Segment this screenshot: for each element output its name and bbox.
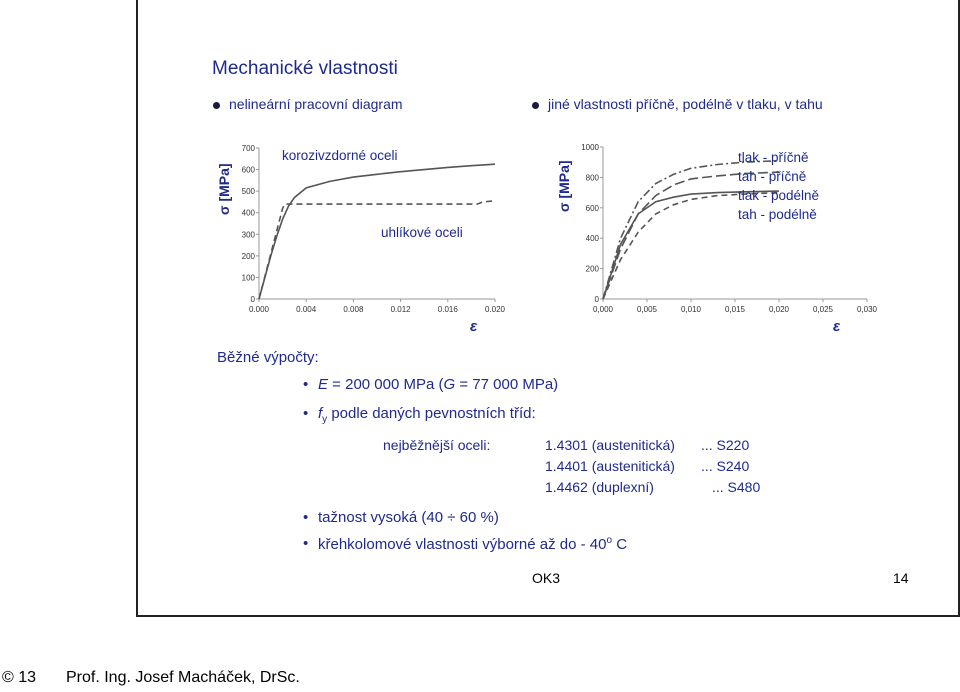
- y-tick-label: 600: [586, 204, 600, 213]
- y-tick-label: 300: [242, 230, 256, 239]
- series-line-1: [258, 163, 496, 300]
- slide-frame: [136, 0, 958, 617]
- symbol-y-subscript: y: [322, 414, 328, 425]
- degree-superscript: o: [606, 535, 613, 546]
- y-tick-label: 200: [586, 265, 600, 274]
- page-author: Prof. Ing. Josef Macháček, DrSc.: [66, 669, 300, 686]
- calc-brittle: křehkolomové vlastnosti výborné až do - …: [318, 535, 627, 553]
- bullet-marker: •: [303, 509, 309, 526]
- slide-border-right: [958, 0, 960, 617]
- legend-tah-podelne: tah - podélně: [738, 207, 817, 222]
- y-tick-label: 200: [242, 252, 256, 261]
- x-tick-label: 0,010: [681, 305, 702, 314]
- x-tick-label: 0,005: [637, 305, 658, 314]
- bullet-dot: [532, 102, 539, 109]
- steel-class: ... S220: [701, 437, 750, 453]
- x-tick-label: 0.012: [391, 305, 412, 314]
- slide-page-number: 14: [893, 570, 909, 586]
- steel-class: ... S480: [712, 479, 761, 495]
- calc-fy: fy podle daných pevnostních tříd:: [318, 405, 536, 425]
- steel-grade: 1.4301 (austenitická): [545, 437, 675, 453]
- steel-grade: 1.4401 (austenitická): [545, 458, 675, 474]
- x-tick-label: 0,025: [813, 305, 834, 314]
- slide-code: OK3: [532, 570, 561, 586]
- series-line-3: [602, 171, 780, 300]
- slide-border-bottom: [136, 615, 960, 617]
- chart1-annotation-stainless: korozivzdorné oceli: [282, 148, 398, 163]
- x-tick-label: 0.000: [249, 305, 270, 314]
- symbol-e: E: [318, 376, 329, 393]
- y-tick-label: 400: [586, 234, 600, 243]
- bullet-other-properties: jiné vlastnosti příčně, podélně v tlaku,…: [548, 96, 823, 112]
- steel-grade: 1.4462 (duplexní): [545, 479, 654, 495]
- y-tick-label: 600: [242, 166, 256, 175]
- y-tick-label: 0: [251, 295, 256, 304]
- chart2-xlabel: ε: [833, 318, 841, 335]
- bullet-nonlinear: nelineární pracovní diagram: [229, 96, 403, 112]
- y-tick-label: 500: [242, 187, 256, 196]
- brittle-unit: C: [612, 536, 628, 553]
- chart1-xlabel: ε: [470, 318, 478, 335]
- calc-ductility: tažnost vysoká (40 ÷ 60 %): [318, 509, 499, 526]
- bullet-marker: •: [303, 405, 309, 422]
- page-copyright: © 13: [2, 669, 37, 686]
- legend-tlak-pricne: tlak - příčně: [738, 150, 809, 165]
- bullet-marker: •: [303, 376, 309, 393]
- legend-tah-pricne: tah - příčně: [738, 169, 807, 184]
- calc-heading: Běžné výpočty:: [217, 349, 319, 366]
- slide-title: Mechanické vlastnosti: [212, 58, 398, 79]
- y-tick-label: 800: [586, 173, 600, 182]
- x-tick-label: 0,015: [725, 305, 746, 314]
- bullet-marker: •: [303, 535, 309, 552]
- bullet-dot: [213, 102, 220, 109]
- steels-label: nejběžnější oceli:: [383, 437, 491, 453]
- brittle-text: křehkolomové vlastnosti výborné až do - …: [318, 536, 607, 553]
- x-tick-label: 0.004: [296, 305, 317, 314]
- x-tick-label: 0,020: [769, 305, 790, 314]
- moduli-text-2: = 77 000 MPa): [455, 376, 559, 393]
- moduli-text-1: = 200 000 MPa (: [328, 376, 444, 393]
- y-tick-label: 0: [595, 295, 600, 304]
- x-tick-label: 0,000: [593, 305, 614, 314]
- series-line-4: [602, 191, 780, 300]
- chart2-legend: tlak - příčně tah - příčně tlak - podéln…: [738, 148, 819, 224]
- x-tick-label: 0.020: [485, 305, 506, 314]
- fy-text: podle daných pevnostních tříd:: [327, 405, 536, 422]
- x-tick-label: 0,030: [857, 305, 878, 314]
- series-line-2: [602, 190, 780, 300]
- legend-tlak-podelne: tlak - podélně: [738, 188, 820, 203]
- calc-moduli: E = 200 000 MPa (G = 77 000 MPa): [318, 376, 558, 393]
- series-line-1: [602, 159, 780, 300]
- series-line-2: [258, 200, 496, 300]
- symbol-g: G: [443, 376, 456, 393]
- x-tick-label: 0.008: [343, 305, 364, 314]
- y-tick-label: 700: [242, 144, 256, 153]
- x-tick-label: 0.016: [438, 305, 459, 314]
- chart1-annotation-carbon: uhlíkové oceli: [381, 225, 463, 240]
- y-tick-label: 100: [242, 273, 256, 282]
- symbol-f: f: [318, 405, 323, 422]
- y-tick-label: 400: [242, 209, 256, 218]
- steel-class: ... S240: [701, 458, 750, 474]
- y-tick-label: 1000: [581, 143, 599, 152]
